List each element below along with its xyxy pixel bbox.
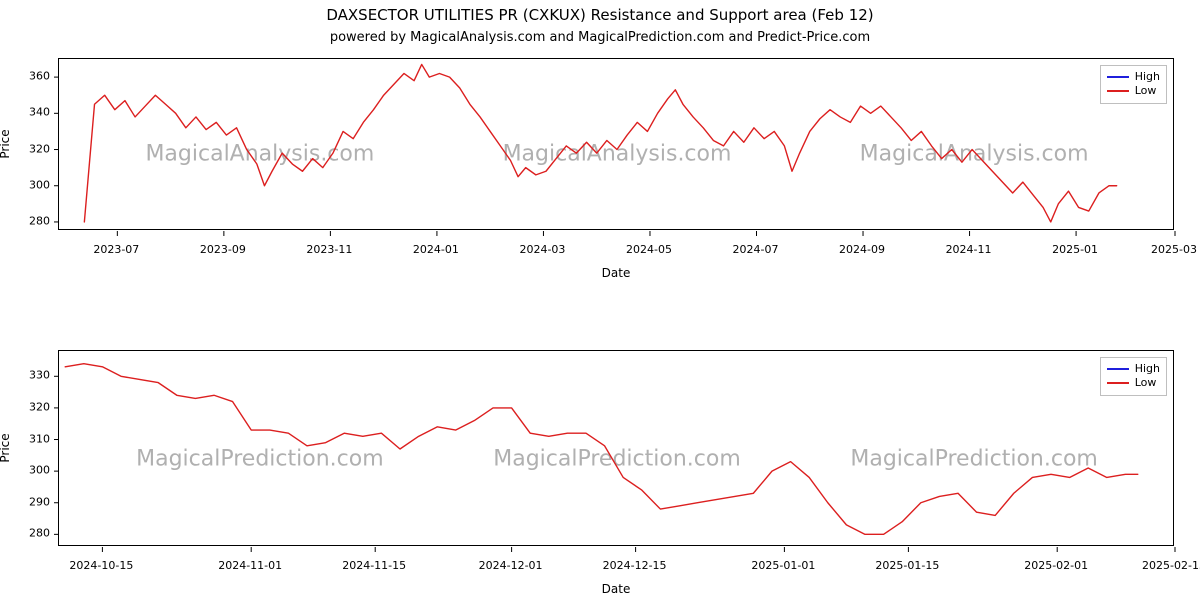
ytick-label: 330 bbox=[29, 369, 50, 382]
ylabel: Price bbox=[0, 433, 12, 462]
figure: DAXSECTOR UTILITIES PR (CXKUX) Resistanc… bbox=[0, 0, 1200, 600]
plot-svg bbox=[59, 351, 1173, 545]
legend-label: Low bbox=[1135, 376, 1157, 390]
ytick-label: 310 bbox=[29, 432, 50, 445]
xtick-label: 2024-11-15 bbox=[342, 559, 406, 572]
ytick-label: 290 bbox=[29, 495, 50, 508]
xtick-label: 2024-10-15 bbox=[69, 559, 133, 572]
legend-label: High bbox=[1135, 362, 1160, 376]
xtick-label: 2024-12-01 bbox=[479, 559, 543, 572]
xlabel: Date bbox=[58, 582, 1174, 596]
xtick-label: 2024-11-01 bbox=[218, 559, 282, 572]
ytick-label: 300 bbox=[29, 464, 50, 477]
chart-panel: MagicalPrediction.comMagicalPrediction.c… bbox=[0, 0, 1200, 600]
ytick-label: 280 bbox=[29, 527, 50, 540]
xtick-label: 2025-02-01 bbox=[1024, 559, 1088, 572]
plot-area: MagicalPrediction.comMagicalPrediction.c… bbox=[58, 350, 1174, 546]
xtick-label: 2024-12-15 bbox=[603, 559, 667, 572]
ytick-label: 320 bbox=[29, 400, 50, 413]
legend-swatch bbox=[1107, 382, 1129, 384]
xtick-label: 2025-01-15 bbox=[875, 559, 939, 572]
series-line bbox=[65, 364, 1138, 535]
legend-swatch bbox=[1107, 368, 1129, 370]
xtick-label: 2025-01-01 bbox=[751, 559, 815, 572]
legend: HighLow bbox=[1100, 357, 1167, 396]
legend-item: High bbox=[1107, 362, 1160, 376]
legend-item: Low bbox=[1107, 376, 1160, 390]
xtick-label: 2025-02-15 bbox=[1142, 559, 1200, 572]
